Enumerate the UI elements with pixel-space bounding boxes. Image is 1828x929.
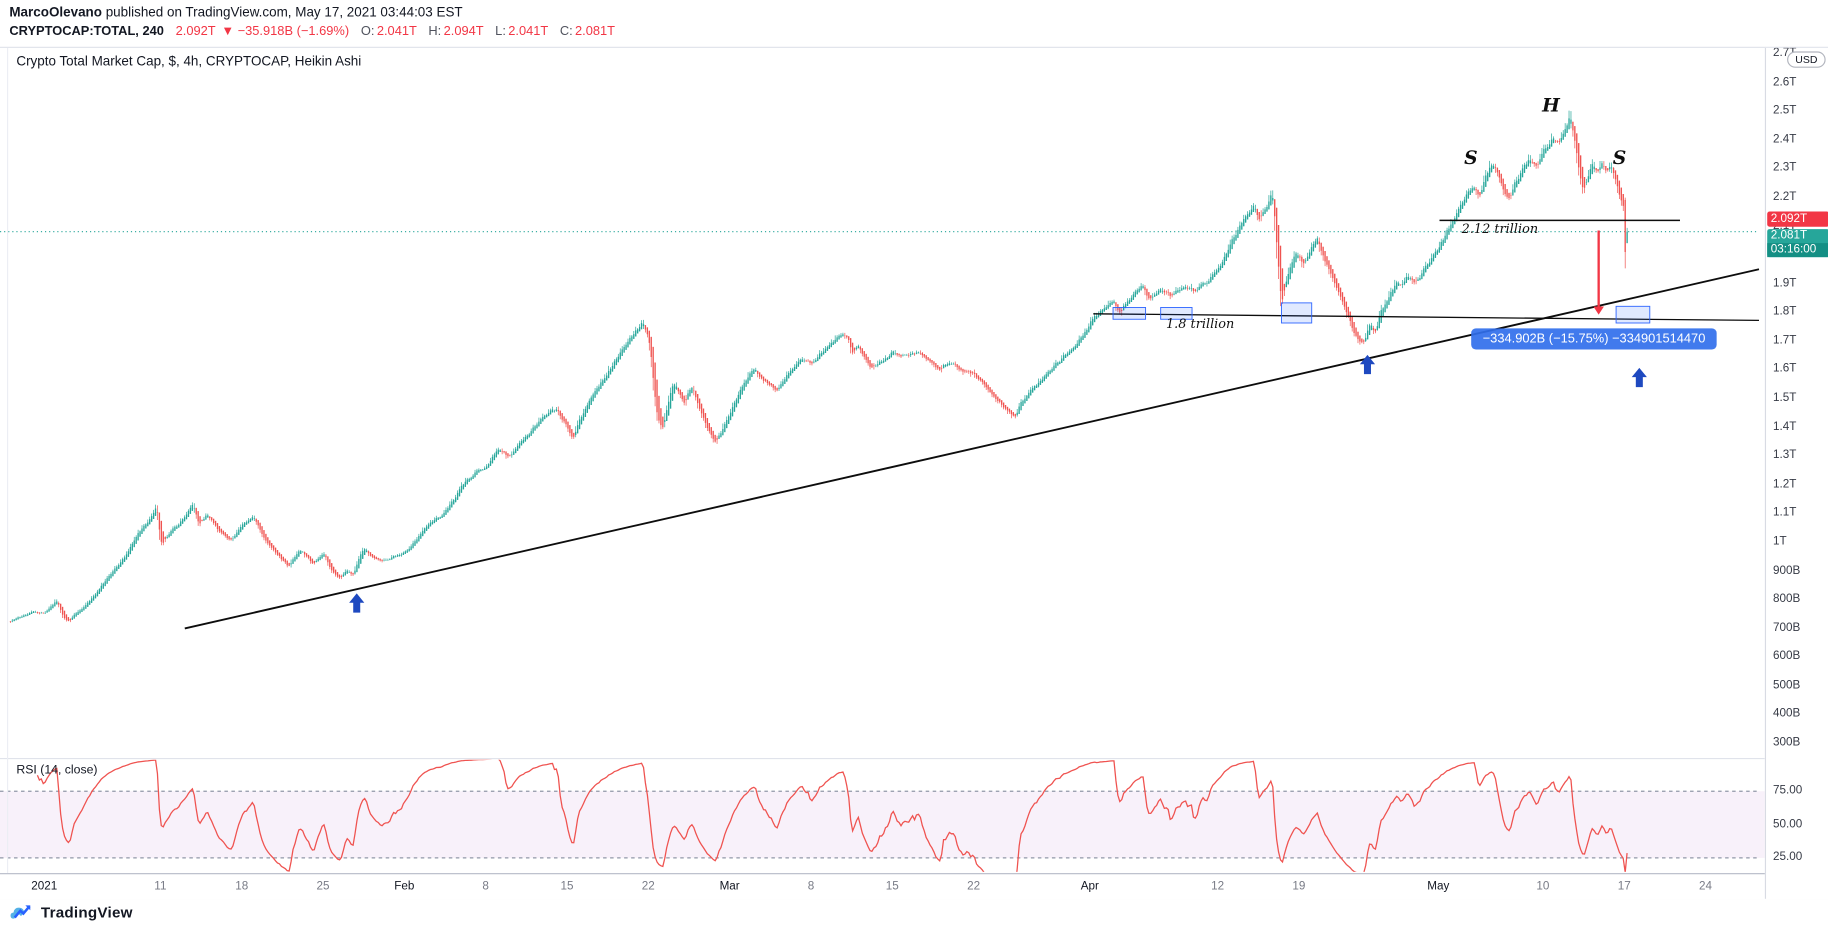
price-tick-label: 2.7T — [1773, 47, 1797, 60]
price-tick-label: 2.6T — [1773, 75, 1797, 89]
price-tick-label: 2.2T — [1773, 190, 1797, 204]
price-tick-label: 2.3T — [1773, 161, 1797, 175]
time-tick-label: 11 — [154, 880, 167, 893]
high-value: 2.094T — [443, 24, 484, 39]
price-tick-label: 1.6T — [1773, 362, 1797, 376]
tradingview-link[interactable]: TradingView — [9, 902, 132, 922]
time-tick-label: 24 — [1699, 880, 1713, 893]
tradingview-logo-icon — [10, 905, 31, 919]
head-label: H — [1542, 94, 1560, 117]
ohlc-line: CRYPTOCAP:TOTAL, 240 2.092T ▼ −35.918B (−… — [9, 25, 615, 39]
time-tick-label: Apr — [1080, 880, 1099, 893]
price-chart-canvas[interactable] — [0, 47, 1765, 899]
rsi-tick-label: 25.00 — [1773, 850, 1803, 864]
time-axis[interactable]: 2021 11 18 25 Feb 8 15 22 Mar 8 15 22 Apr 12 19 May 10 17… — [0, 873, 1828, 900]
price-tick-label: 700B — [1773, 621, 1801, 635]
price-axis[interactable]: USD 2.092T 2.081T 03:16:00 300B 400B 500B 6… — [1764, 47, 1828, 899]
low-label: L: — [495, 24, 506, 39]
right-shoulder-label: S — [1612, 146, 1627, 169]
price-tick-label: 1.8T — [1773, 305, 1797, 319]
time-tick-label: 2021 — [31, 880, 58, 893]
price-tick-label: 300B — [1773, 736, 1801, 750]
time-tick-label: 22 — [967, 880, 981, 893]
time-tick-label: May — [1427, 880, 1450, 893]
last-price: 2.092T — [175, 24, 216, 39]
time-tick-label: 17 — [1617, 880, 1631, 893]
price-tick-label: 1.5T — [1773, 391, 1797, 405]
time-tick-label: 12 — [1211, 880, 1225, 893]
price-tick-label: 1.9T — [1773, 276, 1797, 290]
tradingview-wordmark: TradingView — [40, 903, 133, 922]
time-tick-label: 19 — [1292, 880, 1306, 893]
low-value: 2.041T — [508, 24, 549, 39]
time-tick-label: 15 — [885, 880, 899, 893]
price-tick-label: 600B — [1773, 650, 1801, 663]
chart-legend: Crypto Total Market Cap, $, 4h, CRYPTOCA… — [16, 54, 362, 69]
time-tick-label: 10 — [1536, 880, 1550, 893]
time-tick-label: 22 — [641, 880, 655, 893]
time-tick-label: 8 — [807, 880, 815, 893]
currency-button[interactable]: USD — [1787, 51, 1826, 68]
measure-tool-label: −334.902B (−15.75%) −334901514470 — [1470, 328, 1718, 350]
high-label: H: — [428, 24, 442, 39]
price-tick-label: 800B — [1773, 592, 1801, 606]
footer: TradingView — [0, 899, 1828, 929]
time-tick-label: 18 — [235, 880, 249, 893]
price-tick-label: 500B — [1773, 678, 1801, 692]
price-tick-label: 2.4T — [1773, 132, 1797, 146]
author-name: MarcoOlevano — [9, 5, 102, 20]
price-tick-label: 1.7T — [1773, 334, 1797, 347]
time-tick-label: Mar — [719, 880, 740, 893]
time-tick-label: 8 — [482, 880, 489, 893]
neckline-level-label: 2.12 trillion — [1461, 221, 1539, 238]
price-tick-label: 1.3T — [1773, 448, 1797, 462]
last-price-badge: 2.092T — [1767, 212, 1828, 228]
price-tick-label: 1.1T — [1773, 506, 1797, 520]
rsi-indicator-label: RSI (14, close) — [16, 763, 98, 778]
snapshot-header: MarcoOlevano published on TradingView.co… — [0, 0, 1828, 47]
close-price-badge-value: 2.081T — [1770, 229, 1808, 243]
time-tick-label: 25 — [316, 880, 330, 893]
close-value: 2.081T — [575, 24, 616, 39]
published-info: published on TradingView.com, May 17, 20… — [101, 5, 463, 20]
price-change: ▼ −35.918B (−1.69%) — [221, 24, 350, 39]
support-level-label: 1.8 trillion — [1166, 316, 1235, 332]
chart-area[interactable]: Crypto Total Market Cap, $, 4h, CRYPTOCA… — [0, 46, 1828, 900]
price-tick-label: 2.5T — [1773, 104, 1797, 118]
price-tick-label: 1T — [1773, 535, 1787, 549]
price-tick-label: 900B — [1773, 563, 1801, 577]
open-value: 2.041T — [376, 24, 417, 39]
price-tick-label: 1.2T — [1773, 477, 1797, 491]
open-label: O: — [360, 24, 375, 39]
bar-countdown: 03:16:00 — [1767, 243, 1828, 258]
price-tick-label: 1.4T — [1773, 420, 1797, 434]
symbol-interval: CRYPTOCAP:TOTAL, 240 — [9, 24, 164, 39]
price-tick-label: 400B — [1773, 707, 1801, 721]
close-price-badge: 2.081T 03:16:00 — [1767, 229, 1828, 258]
rsi-tick-label: 75.00 — [1773, 784, 1803, 798]
publication-line: MarcoOlevano published on TradingView.co… — [9, 6, 462, 20]
left-shoulder-label: S — [1464, 146, 1478, 169]
time-tick-label: Feb — [394, 880, 415, 893]
time-tick-label: 15 — [560, 880, 574, 893]
rsi-tick-label: 50.00 — [1773, 817, 1803, 831]
close-label: C: — [559, 24, 573, 39]
